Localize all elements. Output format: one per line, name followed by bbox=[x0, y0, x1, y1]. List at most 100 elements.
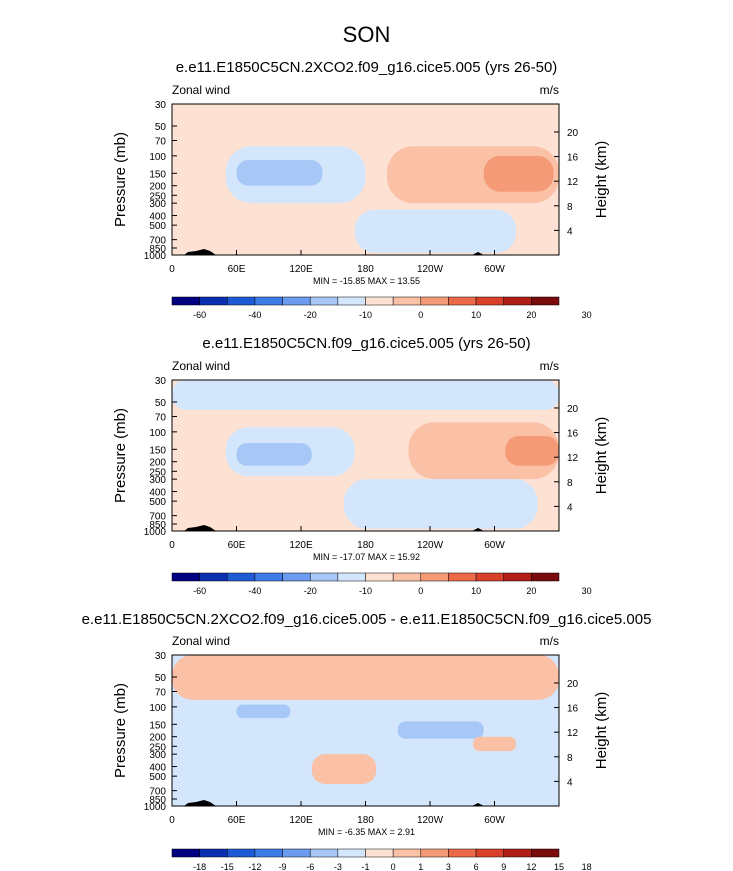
y-tick-label: 1000 bbox=[144, 527, 167, 538]
colorbar-label: -40 bbox=[248, 586, 261, 596]
y-tick-label: 250 bbox=[149, 191, 166, 202]
colorbar-label: 30 bbox=[582, 310, 592, 320]
y-right-tick-label: 4 bbox=[567, 226, 573, 237]
y-tick-label: 500 bbox=[149, 497, 166, 508]
x-tick-label: 120W bbox=[417, 815, 444, 826]
y-tick-label: 200 bbox=[149, 182, 166, 193]
y-right-tick-label: 20 bbox=[567, 128, 579, 139]
colorbar-label: 6 bbox=[474, 862, 479, 871]
y-axis-label: Pressure (mb) bbox=[112, 408, 129, 503]
colorbar-box bbox=[392, 296, 422, 306]
topography bbox=[184, 800, 484, 806]
colorbar-box bbox=[531, 848, 560, 858]
colorbar-box bbox=[199, 572, 228, 582]
colorbar-box bbox=[227, 848, 256, 858]
y-right-tick-label: 12 bbox=[567, 177, 579, 188]
panel-1: e.e11.E1850C5CN.2XCO2.f09_g16.cice5.005 … bbox=[112, 59, 610, 320]
min-max-stats: MIN = -15.85 MAX = 13.55 bbox=[313, 276, 420, 286]
colorbar-box bbox=[282, 572, 311, 582]
colorbar-box bbox=[503, 296, 532, 306]
y-right-axis-label: Height (km) bbox=[593, 417, 610, 495]
contour-region-1 bbox=[172, 655, 559, 700]
colorbar-box bbox=[309, 848, 339, 858]
colorbar-box bbox=[254, 848, 283, 858]
y-tick-label: 700 bbox=[149, 787, 166, 798]
contour-regions bbox=[172, 380, 559, 529]
x-tick-label: 0 bbox=[169, 264, 175, 275]
colorbar-box bbox=[420, 848, 449, 858]
colorbar-box bbox=[254, 296, 283, 306]
colorbar-box bbox=[420, 572, 449, 582]
y-tick-label: 300 bbox=[149, 199, 166, 210]
contour-region-5 bbox=[483, 155, 554, 192]
colorbar-box bbox=[365, 572, 394, 582]
colorbar-label: 0 bbox=[418, 310, 423, 320]
colorbar-box bbox=[227, 296, 256, 306]
x-tick-label: 60W bbox=[484, 264, 505, 275]
y-tick-label: 300 bbox=[149, 750, 166, 761]
y-right-axis-label: Height (km) bbox=[593, 692, 610, 770]
colorbar-label: 10 bbox=[471, 310, 481, 320]
colorbar-label: 1 bbox=[418, 862, 423, 871]
y-tick-label: 100 bbox=[149, 152, 166, 163]
y-tick-label: 70 bbox=[155, 687, 167, 698]
x-tick-label: 60E bbox=[228, 540, 246, 551]
colorbar-label: -60 bbox=[193, 586, 206, 596]
y-right-tick-label: 8 bbox=[567, 202, 573, 213]
y-right-axis-label: Height (km) bbox=[593, 141, 610, 219]
y-right-tick-label: 20 bbox=[567, 404, 579, 415]
y-tick-label: 50 bbox=[155, 398, 167, 409]
y-tick-label: 300 bbox=[149, 475, 166, 486]
y-tick-label: 500 bbox=[149, 772, 166, 783]
y-tick-label: 150 bbox=[149, 720, 166, 731]
colorbar-label: -1 bbox=[361, 862, 369, 871]
y-axis-label: Pressure (mb) bbox=[112, 132, 129, 227]
colorbar-box bbox=[448, 296, 477, 306]
x-tick-label: 120W bbox=[417, 540, 444, 551]
panel-right-string: m/s bbox=[540, 83, 559, 97]
topography-andes bbox=[472, 252, 484, 255]
colorbar-label: -10 bbox=[359, 586, 372, 596]
colorbar-label: -10 bbox=[359, 310, 372, 320]
colorbar-box bbox=[503, 848, 532, 858]
topography bbox=[184, 249, 484, 255]
x-tick-label: 120E bbox=[289, 815, 313, 826]
colorbar-label: -3 bbox=[334, 862, 342, 871]
colorbar-box bbox=[171, 296, 200, 306]
y-tick-label: 30 bbox=[155, 651, 167, 662]
contour-region-5 bbox=[505, 435, 559, 466]
panel-right-string: m/s bbox=[540, 359, 559, 373]
contour-regions bbox=[172, 655, 559, 785]
y-tick-label: 850 bbox=[149, 244, 166, 255]
colorbar-label: -6 bbox=[306, 862, 314, 871]
x-tick-label: 60E bbox=[228, 264, 246, 275]
x-tick-label: 60E bbox=[228, 815, 246, 826]
colorbar-label: -9 bbox=[279, 862, 287, 871]
x-tick-label: 180 bbox=[357, 264, 374, 275]
y-tick-label: 250 bbox=[149, 742, 166, 753]
y-tick-label: 30 bbox=[155, 376, 167, 387]
y-tick-label: 50 bbox=[155, 122, 167, 133]
colorbar-label: 30 bbox=[582, 586, 592, 596]
colorbar-label: 12 bbox=[526, 862, 536, 871]
colorbar-label: -15 bbox=[221, 862, 234, 871]
colorbar-label: 9 bbox=[501, 862, 506, 871]
contour-region-6 bbox=[344, 479, 538, 529]
y-tick-label: 400 bbox=[149, 212, 166, 223]
y-right-tick-label: 20 bbox=[567, 679, 579, 690]
y-tick-label: 500 bbox=[149, 221, 166, 232]
y-right-tick-label: 4 bbox=[567, 777, 573, 788]
colorbar-box bbox=[448, 848, 477, 858]
colorbar-box bbox=[365, 848, 394, 858]
colorbar-box bbox=[171, 848, 200, 858]
colorbar-label: 15 bbox=[554, 862, 564, 871]
y-tick-label: 850 bbox=[149, 795, 166, 806]
y-right-tick-label: 16 bbox=[567, 153, 579, 164]
y-tick-label: 400 bbox=[149, 488, 166, 499]
contour-regions bbox=[172, 104, 559, 253]
topography-mountain bbox=[184, 249, 216, 255]
colorbar-box bbox=[171, 572, 200, 582]
min-max-stats: MIN = -6.35 MAX = 2.91 bbox=[318, 827, 415, 837]
colorbar-box bbox=[420, 296, 449, 306]
